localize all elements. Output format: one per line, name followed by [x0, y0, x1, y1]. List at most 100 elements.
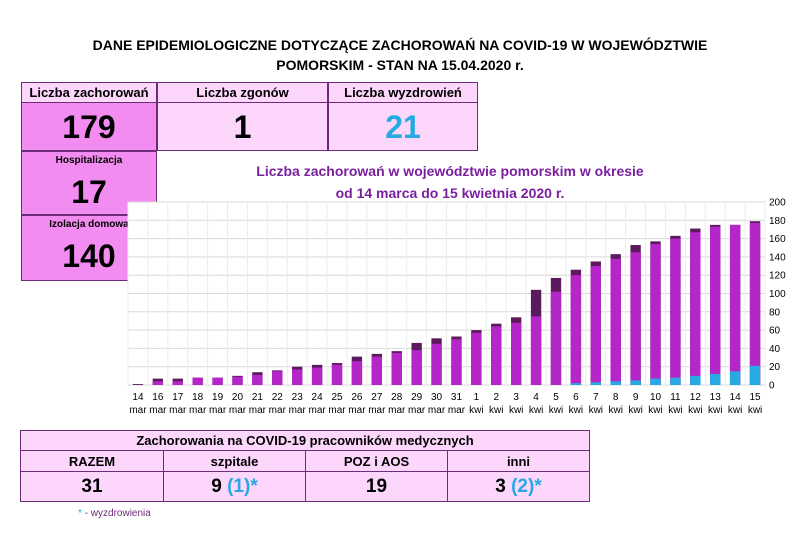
- x-tick-day: 6: [573, 392, 579, 403]
- x-tick-day: 18: [192, 392, 204, 403]
- x-tick-month: kwi: [589, 405, 603, 416]
- bar-main: [491, 326, 502, 385]
- x-tick-day: 21: [252, 392, 264, 403]
- chart-title: Liczba zachorowań w województwie pomorsk…: [256, 163, 644, 179]
- x-tick-day: 28: [391, 392, 403, 403]
- cases-bar-chart: 02040608010012014016018020014mar16mar17m…: [127, 198, 786, 416]
- x-tick-month: mar: [368, 405, 386, 416]
- x-tick-day: 3: [513, 392, 519, 403]
- x-tick-day: 17: [172, 392, 184, 403]
- medical-staff-table: Zachorowania na COVID-19 pracowników med…: [20, 430, 590, 502]
- x-tick-month: kwi: [469, 405, 483, 416]
- hospitalization-value: 17: [71, 174, 107, 210]
- x-tick-month: mar: [249, 405, 267, 416]
- bar-main: [451, 339, 462, 385]
- x-tick-month: kwi: [628, 405, 642, 416]
- x-tick-month: kwi: [529, 405, 543, 416]
- bar-main: [550, 291, 562, 385]
- bar-main: [670, 238, 681, 385]
- x-tick-day: 25: [331, 392, 343, 403]
- bar-main: [710, 226, 721, 385]
- cases-label: Liczba zachorowań: [22, 83, 156, 103]
- x-tick-day: 12: [690, 392, 702, 403]
- x-tick-day: 14: [730, 392, 742, 403]
- bar-main: [510, 322, 522, 385]
- bar-recovered: [710, 374, 721, 385]
- bar-recovered: [749, 365, 761, 385]
- x-tick-month: mar: [348, 405, 366, 416]
- x-tick-month: kwi: [569, 405, 583, 416]
- x-tick-day: 23: [292, 392, 304, 403]
- szpitale-cell: 9 (1)*: [164, 472, 306, 502]
- x-tick-month: mar: [388, 405, 406, 416]
- x-tick-day: 1: [474, 392, 480, 403]
- x-tick-month: kwi: [608, 405, 622, 416]
- x-tick-day: 15: [749, 392, 761, 403]
- poz-label: POZ i AOS: [306, 451, 448, 472]
- x-tick-month: mar: [189, 405, 207, 416]
- bar-main: [590, 266, 601, 385]
- y-tick-label: 200: [769, 198, 786, 209]
- x-tick-day: 7: [593, 392, 599, 403]
- bar-recovered: [670, 377, 681, 385]
- x-tick-month: mar: [149, 405, 167, 416]
- szpitale-value: 9: [211, 476, 222, 497]
- x-tick-month: kwi: [489, 405, 503, 416]
- bar-main: [749, 223, 761, 385]
- y-tick-label: 60: [769, 326, 781, 337]
- x-tick-month: mar: [169, 405, 187, 416]
- inni-label: inni: [448, 451, 589, 472]
- bar-main: [232, 376, 243, 385]
- bar-main: [570, 275, 582, 385]
- x-tick-month: mar: [308, 405, 326, 416]
- x-tick-day: 26: [351, 392, 363, 403]
- razem-value: 31: [21, 472, 164, 502]
- bar-recovered: [690, 375, 701, 385]
- bar-main: [530, 316, 542, 385]
- y-tick-label: 100: [769, 289, 786, 300]
- x-tick-month: kwi: [728, 405, 742, 416]
- bar-main: [351, 361, 363, 385]
- bar-main: [292, 369, 303, 385]
- x-tick-month: mar: [408, 405, 426, 416]
- x-tick-month: kwi: [668, 405, 682, 416]
- deaths-box: Liczba zgonów 1: [157, 82, 328, 151]
- y-tick-label: 160: [769, 234, 786, 245]
- x-tick-month: kwi: [708, 405, 722, 416]
- x-tick-day: 2: [493, 392, 499, 403]
- razem-label: RAZEM: [21, 451, 164, 472]
- x-tick-day: 22: [272, 392, 284, 403]
- bar-main: [391, 352, 402, 385]
- deaths-value: 1: [233, 109, 252, 145]
- bar-main: [371, 356, 383, 385]
- page-title-line2: POMORSKIM - STAN NA 15.04.2020 r.: [276, 57, 524, 73]
- x-tick-day: 5: [553, 392, 559, 403]
- bar-main: [630, 252, 641, 385]
- bar-main: [252, 374, 263, 385]
- y-tick-label: 0: [769, 381, 775, 392]
- x-tick-day: 29: [411, 392, 423, 403]
- bar-main: [431, 343, 442, 385]
- cases-value: 179: [62, 109, 116, 145]
- y-tick-label: 20: [769, 362, 781, 373]
- y-tick-label: 180: [769, 216, 786, 227]
- inni-cell: 3 (2)*: [448, 472, 589, 502]
- x-tick-day: 24: [312, 392, 324, 403]
- bar-recovered: [570, 383, 582, 385]
- y-tick-label: 140: [769, 252, 786, 263]
- page-title-line1: DANE EPIDEMIOLOGICZNE DOTYCZĄCE ZACHOROW…: [92, 37, 708, 53]
- szpitale-recovered: (1)*: [227, 476, 258, 497]
- x-tick-month: mar: [269, 405, 287, 416]
- x-tick-month: kwi: [748, 405, 762, 416]
- x-tick-month: kwi: [648, 405, 662, 416]
- bar-recovered: [729, 371, 741, 385]
- bar-main: [729, 224, 741, 385]
- x-tick-day: 30: [431, 392, 443, 403]
- x-tick-day: 31: [451, 392, 463, 403]
- deaths-label: Liczba zgonów: [158, 83, 327, 103]
- x-tick-day: 20: [232, 392, 244, 403]
- hospitalization-label: Hospitalizacja: [55, 155, 123, 166]
- x-tick-day: 14: [132, 392, 144, 403]
- bar-main: [212, 377, 223, 385]
- footnote-star: *: [78, 508, 82, 519]
